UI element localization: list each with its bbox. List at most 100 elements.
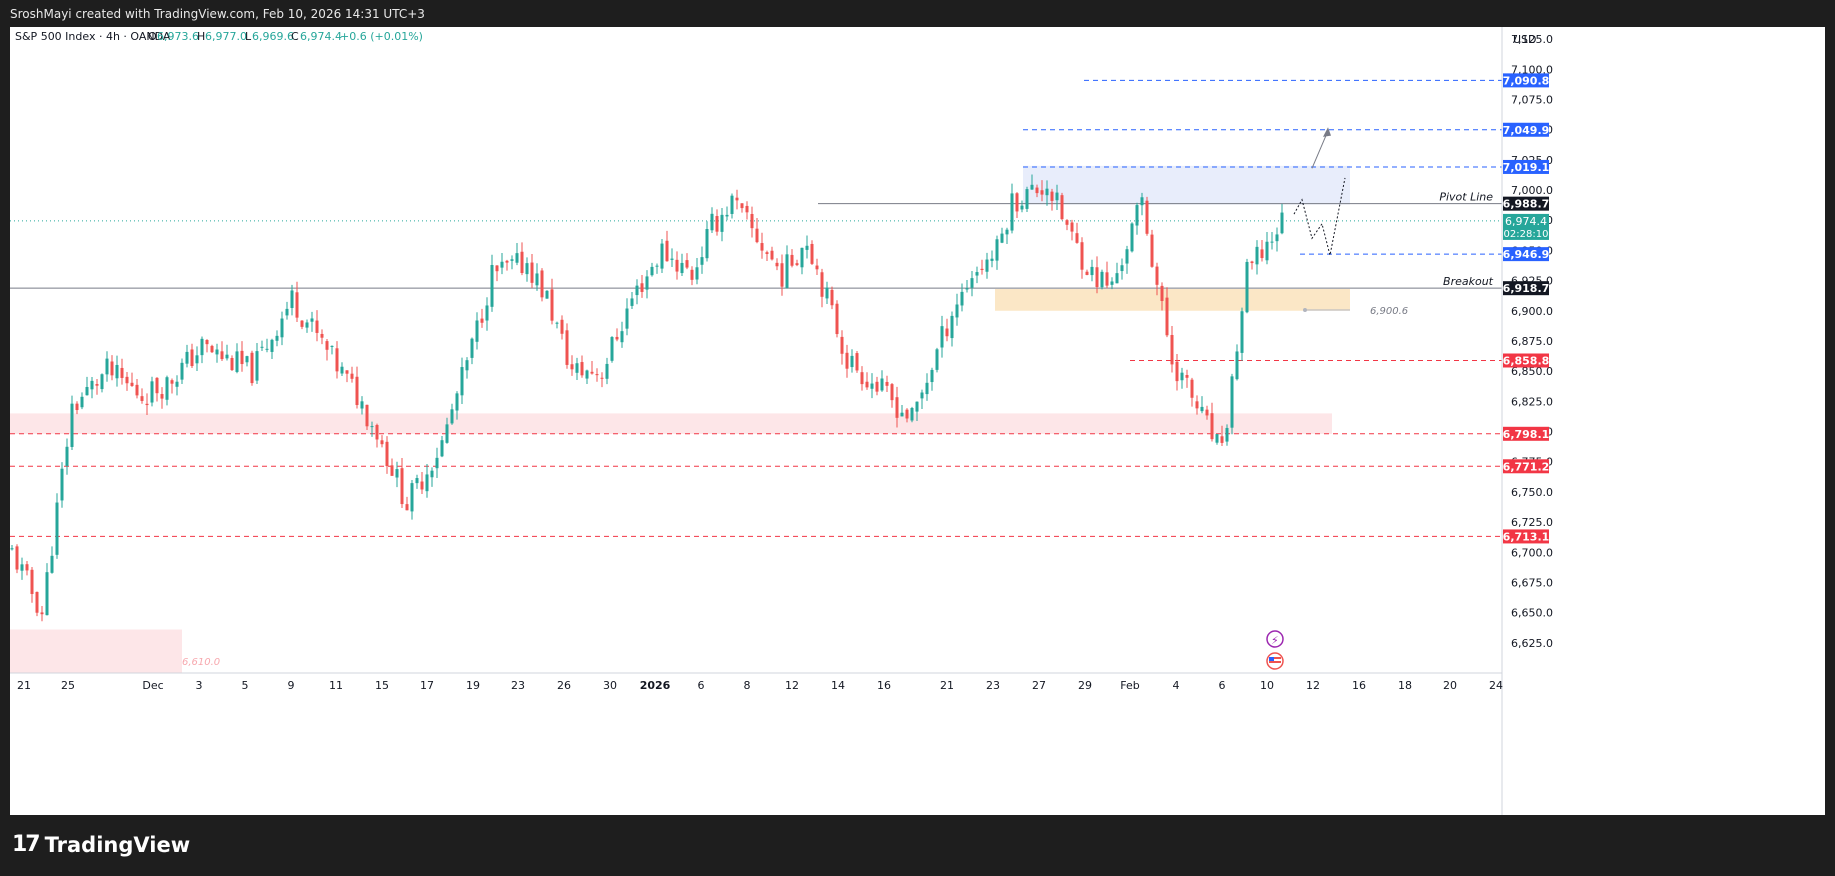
candle-body [600, 377, 604, 379]
candle-body [800, 247, 804, 268]
candle-body [490, 264, 494, 307]
candle-body [735, 197, 739, 201]
candle-body [340, 366, 344, 374]
candle-body [830, 289, 834, 306]
candle-body [695, 267, 699, 280]
projection-layer [1293, 127, 1346, 256]
candle-body [40, 612, 44, 615]
candle-body [10, 548, 14, 550]
candle-body [825, 287, 829, 299]
candle-body [855, 353, 859, 371]
candle-body [95, 384, 99, 386]
candle-body [1150, 234, 1154, 267]
candle-body [675, 259, 679, 272]
candle-body [45, 572, 49, 616]
last-price-badge [1503, 213, 1549, 240]
candle-body [730, 195, 734, 214]
candle-body [1000, 233, 1004, 243]
candle-body [125, 376, 129, 384]
candle-body [665, 240, 669, 262]
candle-body [115, 364, 119, 379]
candle-body [195, 355, 199, 364]
candle-body [1120, 265, 1124, 272]
candle-body [850, 355, 854, 368]
target-arrowhead [1323, 127, 1331, 137]
candle-body [1075, 233, 1079, 243]
candle-body [15, 546, 19, 570]
time-tick-label: 15 [375, 679, 389, 692]
annotation-dot [1303, 308, 1307, 313]
candle-body [220, 351, 224, 360]
candle-body [960, 291, 964, 306]
candle-body [640, 283, 644, 292]
candle-body [390, 465, 394, 476]
target-arrow-line [1311, 130, 1329, 169]
candle-body [535, 273, 539, 286]
price-badge-label: 6,713.1 [1503, 530, 1550, 543]
price-tick-label: 6,875.0 [1511, 335, 1553, 348]
time-tick-label: 20 [1443, 679, 1457, 692]
candle-body [1205, 409, 1209, 416]
candle-body [685, 260, 689, 268]
open-label: O [148, 30, 157, 43]
candle-body [515, 253, 519, 263]
candle-body [645, 276, 649, 290]
candle-body [540, 270, 544, 298]
candle-body [480, 318, 484, 323]
close-value: 6,974.4 [300, 30, 342, 43]
candle-body [265, 348, 269, 350]
candle-body [1050, 191, 1054, 201]
candle-body [680, 262, 684, 274]
candle-body [910, 407, 914, 421]
price-badge [1503, 529, 1549, 544]
candle-body [1270, 241, 1274, 243]
candle-body [430, 470, 434, 478]
candle-body [1200, 406, 1204, 412]
candle-body [445, 424, 449, 443]
lightning-event-icon[interactable]: ⚡ [1266, 630, 1284, 648]
annotation-label: 6,610.0 [182, 657, 220, 668]
price-tick-label: 7,075.0 [1511, 93, 1553, 106]
time-axis[interactable]: 21 25 Dec 3 5 9 11 15 17 19 23 26 30 2026 6 8 12 14 16 21 23… [17, 679, 1503, 692]
price-chart[interactable]: Pivot Line Breakout 6,900.6 6,610.0 6,625.0… [10, 27, 1825, 815]
candle-body [1250, 261, 1254, 264]
candle-body [210, 345, 214, 353]
zone-supply [1023, 165, 1350, 205]
candle-body [380, 440, 384, 445]
attribution-bar: SroshMayi created with TradingView.com, … [0, 0, 1835, 27]
candle-body [375, 424, 379, 440]
candle-body [1030, 184, 1034, 190]
candle-body [1115, 273, 1119, 284]
candle-body [200, 338, 204, 356]
candle-body [1010, 193, 1014, 231]
candle-body [780, 263, 784, 287]
time-tick-label: Feb [1120, 679, 1139, 692]
price-badge [1503, 247, 1549, 262]
candle-body [180, 362, 184, 380]
us-flag-event-icon[interactable] [1266, 652, 1284, 670]
candle-body [1080, 242, 1084, 270]
candles-layer [10, 174, 1284, 622]
candle-body [275, 335, 279, 341]
tradingview-logo[interactable]: 17 TradingView [12, 832, 190, 857]
time-tick-label: 11 [329, 679, 343, 692]
candle-body [245, 356, 249, 363]
candle-body [1245, 261, 1249, 313]
candle-body [760, 243, 764, 251]
candle-body [715, 216, 719, 232]
price-badge [1503, 281, 1549, 296]
candle-body [635, 285, 639, 296]
candle-body [405, 504, 409, 511]
candle-body [570, 364, 574, 370]
candle-body [1145, 200, 1149, 234]
candle-body [1160, 285, 1164, 302]
candle-body [250, 352, 254, 384]
candle-body [255, 351, 259, 381]
candle-body [355, 376, 359, 406]
candle-body [1190, 379, 1194, 398]
time-tick-label: 23 [986, 679, 1000, 692]
chart-pane[interactable]: Pivot Line Breakout 6,900.6 6,610.0 6,625.0… [10, 27, 1825, 815]
candle-body [175, 381, 179, 387]
candle-body [1155, 266, 1159, 285]
candle-body [325, 341, 329, 350]
